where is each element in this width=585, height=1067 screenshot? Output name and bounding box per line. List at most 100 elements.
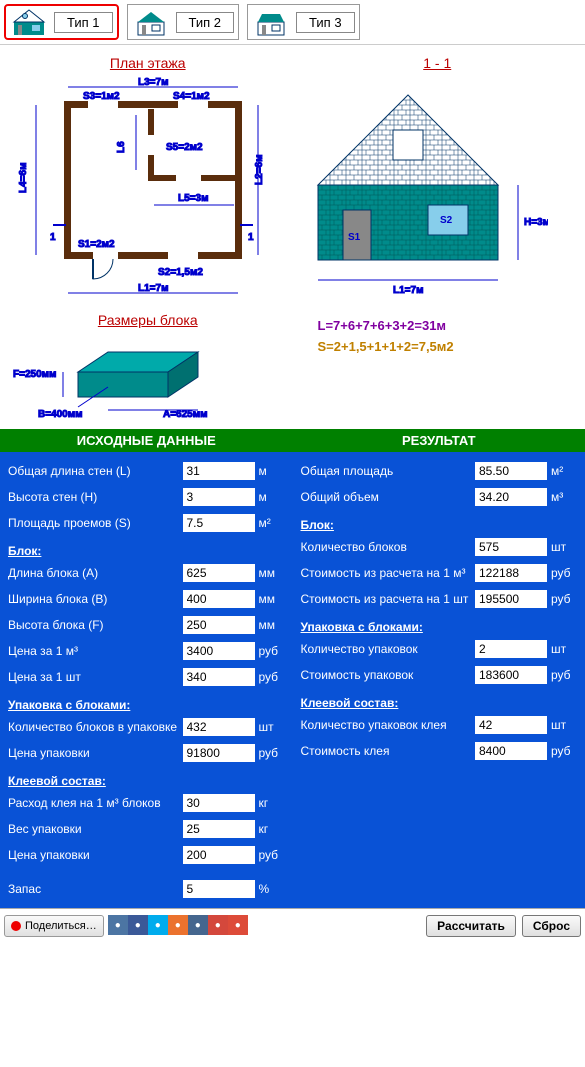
field-unit: %: [255, 882, 285, 896]
share-label: Поделиться…: [25, 920, 97, 932]
social-icon[interactable]: ●: [188, 915, 208, 935]
field-row: Запас %: [8, 876, 285, 902]
field-label: Общий объем: [301, 490, 476, 504]
field-label: Стоимость клея: [301, 744, 476, 758]
social-icon[interactable]: ●: [148, 915, 168, 935]
field-unit: шт: [255, 720, 285, 734]
field-label: Запас: [8, 882, 183, 896]
field-row: Расход клея на 1 м³ блоков кг: [8, 790, 285, 816]
field-label: Количество упаковок: [301, 642, 476, 656]
social-icon[interactable]: ●: [228, 915, 248, 935]
field-row: Цена за 1 шт руб: [8, 664, 285, 690]
field-row: Вес упаковки кг: [8, 816, 285, 842]
field-row: Количество блоков шт: [301, 534, 578, 560]
field-input[interactable]: [183, 462, 255, 480]
field-input[interactable]: [183, 590, 255, 608]
plan-title: План этажа: [8, 55, 288, 71]
svg-text:1: 1: [50, 232, 56, 243]
field-unit: кг: [255, 822, 285, 836]
field-input[interactable]: [183, 514, 255, 532]
field-unit: шт: [547, 642, 577, 656]
field-input[interactable]: [183, 488, 255, 506]
field-unit: м: [255, 464, 285, 478]
tab-type-3[interactable]: Тип 3: [247, 4, 360, 40]
input-heading: ИСХОДНЫЕ ДАННЫЕ: [0, 429, 293, 452]
social-icon[interactable]: ●: [168, 915, 188, 935]
svg-text:B=400мм: B=400мм: [38, 409, 83, 420]
field-unit: руб: [547, 744, 577, 758]
field-label: Стоимость упаковок: [301, 668, 476, 682]
field-row: Количество упаковок клея шт: [301, 712, 578, 738]
share-button[interactable]: Поделиться…: [4, 915, 104, 937]
field-label: Цена за 1 шт: [8, 670, 183, 684]
svg-text:S1: S1: [348, 232, 361, 243]
section-title: 1 - 1: [298, 55, 578, 71]
field-unit: руб: [255, 670, 285, 684]
svg-text:S1=2м2: S1=2м2: [78, 239, 115, 250]
field-input[interactable]: [183, 564, 255, 582]
field-input[interactable]: [183, 616, 255, 634]
field-label: Стоимость из расчета на 1 м³: [301, 566, 476, 580]
field-unit: м³: [547, 490, 577, 504]
field-row: Высота блока (F) мм: [8, 612, 285, 638]
formula-area: S=2+1,5+1+1+2=7,5м2: [318, 339, 578, 354]
field-unit: мм: [255, 618, 285, 632]
block-title: Размеры блока: [8, 312, 288, 328]
tab-type-1[interactable]: Тип 1: [4, 4, 119, 40]
field-label: Площадь проемов (S): [8, 516, 183, 530]
field-unit: руб: [255, 644, 285, 658]
field-input[interactable]: [183, 642, 255, 660]
field-unit: руб: [255, 848, 285, 862]
tab-label: Тип 1: [54, 12, 113, 33]
svg-text:L6: L6: [116, 141, 127, 153]
field-input: [475, 538, 547, 556]
bottom-bar: Поделиться… ●●●●●●● Рассчитать Сброс: [0, 908, 585, 943]
field-label: Высота блока (F): [8, 618, 183, 632]
social-icon[interactable]: ●: [108, 915, 128, 935]
field-label: Количество блоков в упаковке: [8, 720, 183, 734]
field-row: Стоимость из расчета на 1 шт руб: [301, 586, 578, 612]
svg-text:L1=7м: L1=7м: [138, 283, 168, 294]
field-row: Стоимость клея руб: [301, 738, 578, 764]
section-heading: Блок:: [301, 510, 578, 534]
field-label: Количество блоков: [301, 540, 476, 554]
svg-text:S2=1,5м2: S2=1,5м2: [158, 267, 203, 278]
field-input[interactable]: [183, 744, 255, 762]
field-unit: мм: [255, 592, 285, 606]
field-label: Высота стен (H): [8, 490, 183, 504]
field-label: Цена за 1 м³: [8, 644, 183, 658]
field-label: Общая площадь: [301, 464, 476, 478]
calculate-button[interactable]: Рассчитать: [426, 915, 516, 937]
svg-text:S5=2м2: S5=2м2: [166, 142, 203, 153]
field-row: Общая длина стен (L) м: [8, 458, 285, 484]
field-unit: шт: [547, 540, 577, 554]
field-input[interactable]: [183, 668, 255, 686]
section-diagram: S1 S2 H=3м L1=7м: [298, 75, 548, 305]
field-row: Высота стен (H) м: [8, 484, 285, 510]
field-label: Длина блока (A): [8, 566, 183, 580]
share-icon: [11, 921, 21, 931]
reset-button[interactable]: Сброс: [522, 915, 581, 937]
svg-text:H=3м: H=3м: [524, 217, 548, 228]
section-heading: Упаковка с блоками:: [8, 690, 285, 714]
field-unit: м²: [547, 464, 577, 478]
field-input[interactable]: [183, 820, 255, 838]
field-input[interactable]: [183, 718, 255, 736]
svg-text:A=625мм: A=625мм: [163, 409, 208, 420]
field-input[interactable]: [183, 846, 255, 864]
field-input: [475, 564, 547, 582]
field-row: Длина блока (A) мм: [8, 560, 285, 586]
section-heading: Клеевой состав:: [301, 688, 578, 712]
tab-type-2[interactable]: Тип 2: [127, 4, 240, 40]
field-row: Цена упаковки руб: [8, 740, 285, 766]
section-heading: Упаковка с блоками:: [301, 612, 578, 636]
field-unit: руб: [255, 746, 285, 760]
field-input[interactable]: [183, 880, 255, 898]
result-heading: РЕЗУЛЬТАТ: [293, 429, 585, 452]
svg-text:L4=6м: L4=6м: [18, 163, 29, 193]
svg-text:L3=7м: L3=7м: [138, 77, 168, 88]
social-icon[interactable]: ●: [208, 915, 228, 935]
social-icon[interactable]: ●: [128, 915, 148, 935]
field-input[interactable]: [183, 794, 255, 812]
svg-text:L2=6м: L2=6м: [254, 155, 265, 185]
